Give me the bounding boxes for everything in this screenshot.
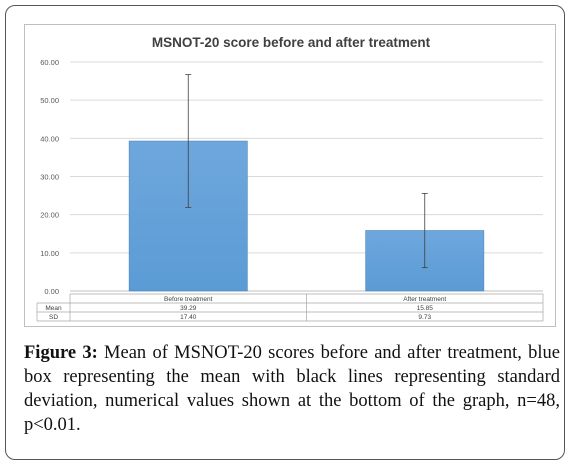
y-tick-label: 40.00 [40, 134, 59, 143]
bar-chart: MSNOT-20 score before and after treatmen… [36, 35, 544, 322]
chart-title: MSNOT-20 score before and after treatmen… [152, 35, 431, 50]
y-tick-label: 30.00 [40, 173, 59, 182]
caption-label: Figure 3: [24, 343, 98, 363]
figure-frame: MSNOT-20 score before and after treatmen… [5, 5, 565, 460]
chart-container: MSNOT-20 score before and after treatmen… [24, 24, 556, 327]
data-table: Before treatment After treatment Mean 39.29… [36, 293, 544, 322]
table-cell-value: 9.73 [418, 314, 431, 321]
table-cell-value: 39.29 [180, 305, 197, 312]
y-axis-ticks: 0.00 10.00 20.00 30.00 40.00 50.00 60.00 [40, 58, 59, 296]
y-tick-label: 10.00 [40, 249, 59, 258]
error-bars [185, 74, 428, 269]
category-label: Before treatment [164, 296, 213, 303]
table-row-label: SD [49, 314, 58, 321]
y-tick-label: 60.00 [40, 58, 59, 67]
bars [128, 140, 485, 292]
table-cell-value: 17.40 [180, 314, 197, 321]
table-row-label: Mean [45, 305, 62, 312]
y-tick-label: 0.00 [44, 287, 59, 296]
figure-caption: Figure 3: Mean of MSNOT-20 scores before… [24, 341, 560, 437]
category-label: After treatment [403, 296, 446, 303]
y-tick-label: 50.00 [40, 96, 59, 105]
y-tick-label: 20.00 [40, 211, 59, 220]
caption-text: Mean of MSNOT-20 scores before and after… [24, 343, 560, 435]
table-cell-value: 15.85 [417, 305, 434, 312]
